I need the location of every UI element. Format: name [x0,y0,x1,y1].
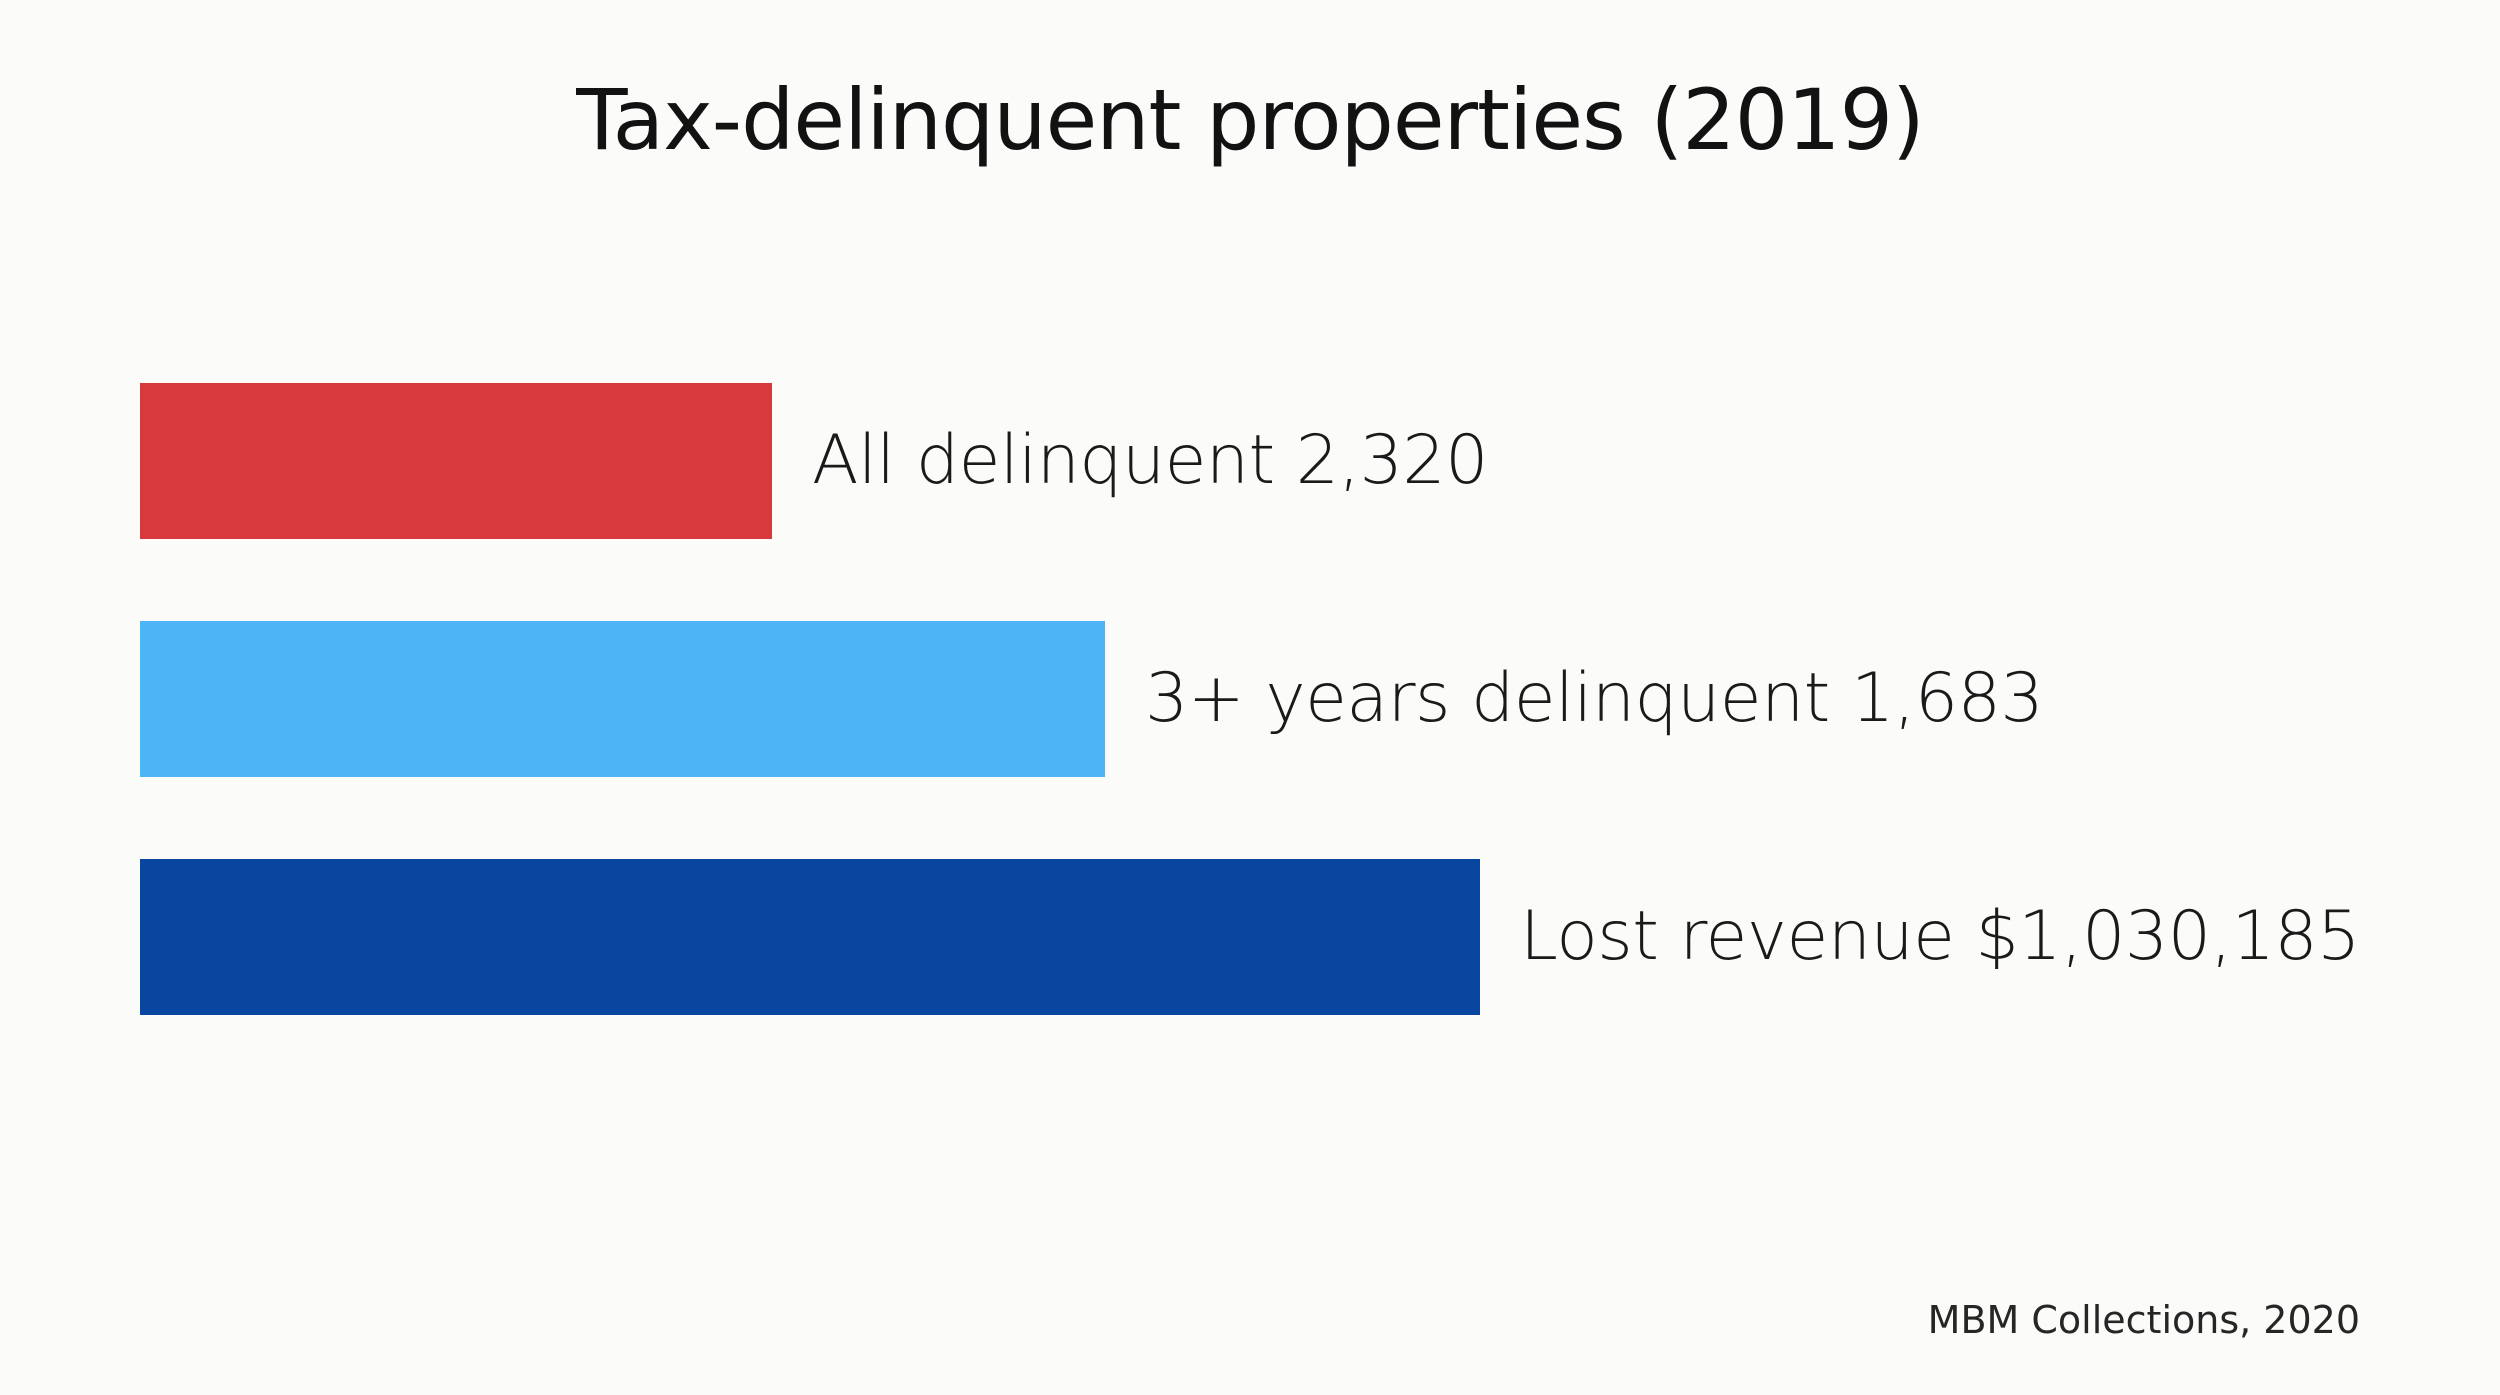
source-note: MBM Collections, 2020 [1927,1298,2360,1342]
bar-label-all-delinquent: All delinquent 2,320 [812,421,1488,500]
bar-label-lost-revenue: Lost revenue $1,030,185 [1520,897,2360,976]
bar-3plus-years-delinquent [140,621,1105,777]
bar-all-delinquent [140,383,772,539]
chart-title: Tax-delinquent properties (2019) [576,71,1925,169]
bar-row-lost-revenue: Lost revenue $1,030,185 [140,859,2440,1015]
bar-row-all-delinquent: All delinquent 2,320 [140,383,2440,539]
bar-row-3plus-years-delinquent: 3+ years delinquent 1,683 [140,621,2440,777]
bar-lost-revenue [140,859,1480,1015]
bar-label-3plus-years-delinquent: 3+ years delinquent 1,683 [1145,659,2044,738]
